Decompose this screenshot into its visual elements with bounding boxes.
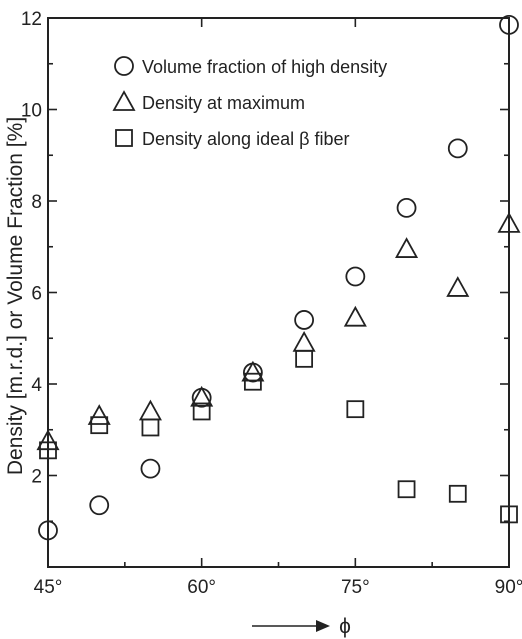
data-markers <box>36 14 521 541</box>
square-point <box>192 402 211 421</box>
square-point <box>448 484 467 503</box>
square-point <box>295 349 314 368</box>
square-point <box>346 400 365 419</box>
circle-point <box>499 14 519 35</box>
x-tick-label: 45° <box>34 577 63 598</box>
circle-point <box>38 520 58 541</box>
circle-point <box>294 310 315 330</box>
square-point <box>500 505 518 524</box>
y-tick-label: 8 <box>31 192 42 213</box>
circle-point <box>345 266 366 287</box>
legend-entry: Density along ideal β fiber <box>115 129 349 149</box>
legend-triangle-icon <box>112 90 136 111</box>
legend-square-icon <box>115 129 133 147</box>
y-tick-label: 12 <box>21 9 42 30</box>
y-axis-label: Density [m.r.d.] or Volume Fraction [%] <box>4 117 27 475</box>
triangle-point <box>190 385 214 407</box>
legend-entry: Volume fraction of high density <box>114 56 387 77</box>
circle-point <box>89 495 110 516</box>
y-tick-label: 10 <box>21 101 42 122</box>
triangle-point <box>292 330 316 352</box>
square-point <box>397 480 416 499</box>
circle-point <box>447 138 468 159</box>
circle-point <box>396 197 417 218</box>
x-axis-label-group: ϕ <box>252 615 351 638</box>
triangle-point <box>446 276 470 297</box>
square-point <box>141 418 160 437</box>
triangle-point <box>138 399 162 421</box>
square-point <box>243 372 262 391</box>
triangle-point <box>241 360 265 382</box>
series-square <box>39 349 518 524</box>
y-tick-label: 2 <box>31 467 42 488</box>
legend-circle-icon <box>114 56 134 76</box>
series-triangle <box>36 212 521 451</box>
x-tick-label: 60° <box>187 577 216 598</box>
legend: Volume fraction of high density Density a… <box>112 56 387 149</box>
circle-point <box>140 458 161 479</box>
triangle-point <box>395 237 419 258</box>
y-tick-label: 4 <box>31 375 42 396</box>
legend-label: Volume fraction of high density <box>142 57 387 77</box>
triangle-point <box>497 212 521 233</box>
triangle-point <box>87 404 111 425</box>
x-tick-labels: 45° 60° 75° 90° <box>34 577 522 598</box>
square-point <box>90 416 109 435</box>
y-tick-label: 6 <box>31 284 42 305</box>
legend-label: Density along ideal β fiber <box>142 129 349 149</box>
x-tick-label: 90° <box>495 577 522 598</box>
x-axis-arrow-head <box>316 620 330 632</box>
x-tick-label: 75° <box>341 577 370 598</box>
legend-label: Density at maximum <box>142 93 305 113</box>
legend-entry: Density at maximum <box>112 90 305 113</box>
x-axis-label: ϕ <box>339 615 351 638</box>
square-point <box>39 441 57 460</box>
triangle-point <box>36 429 60 451</box>
triangle-point <box>343 305 367 327</box>
y-tick-labels: 2 4 6 8 10 12 <box>21 9 43 488</box>
